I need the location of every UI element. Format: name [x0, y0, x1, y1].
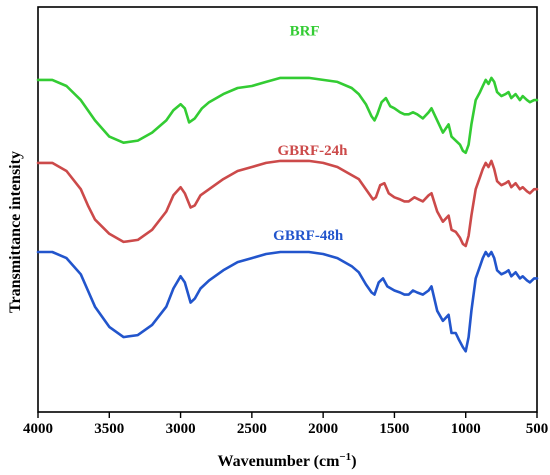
x-axis-ticks: 4000 3500 3000 2500 2000 1500 1000 500 — [23, 412, 548, 437]
series-label-gbrf-48h: GBRF-48h — [273, 228, 344, 244]
x-axis-title-sup: −1 — [339, 451, 351, 463]
x-tick-label-3500: 3500 — [94, 421, 124, 437]
series-label-gbrf-24h: GBRF-24h — [277, 143, 348, 159]
x-tick-label-1500: 1500 — [379, 421, 409, 437]
series-line-gbrf-48h — [36, 250, 539, 353]
x-tick-label-1000: 1000 — [451, 421, 481, 437]
plot-frame — [37, 6, 538, 413]
x-tick-label-500: 500 — [526, 421, 549, 437]
x-tick-label-4000: 4000 — [23, 421, 53, 437]
x-axis-title-close: ) — [351, 453, 356, 470]
x-axis-title-main: Wavenumber (cm — [217, 453, 340, 470]
series-lines — [36, 76, 539, 353]
series-labels: BRF GBRF-24h GBRF-48h — [273, 23, 348, 244]
series-line-gbrf-24h — [36, 159, 539, 248]
x-axis-title: Wavenumber (cm−1) — [217, 451, 356, 470]
series-line-brf — [36, 76, 539, 155]
x-tick-label-2000: 2000 — [308, 421, 338, 437]
plot-border — [37, 6, 538, 413]
x-tick-label-2500: 2500 — [237, 421, 267, 437]
y-axis-title: Transmittance intensity — [7, 151, 24, 313]
x-tick-label-3000: 3000 — [166, 421, 196, 437]
series-label-brf: BRF — [290, 23, 320, 39]
